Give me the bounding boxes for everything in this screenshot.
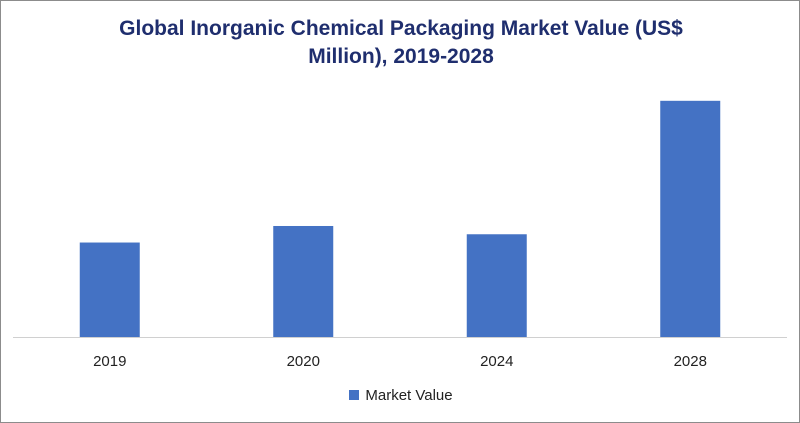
bar-2019 [79,242,140,337]
x-tick-label-2028: 2028 [674,353,707,370]
chart-title: Global Inorganic Chemical Packaging Mark… [1,15,800,71]
x-tick-label-2024: 2024 [480,353,513,370]
x-tick-label-2019: 2019 [93,353,126,370]
bar-2028 [660,100,721,337]
bar-2024 [466,234,527,337]
x-tick-label-2020: 2020 [287,353,320,370]
bar-2020 [273,225,334,337]
legend: Market Value [1,387,800,404]
legend-swatch [349,390,360,400]
chart-title-line-1: Global Inorganic Chemical Packaging Mark… [119,17,683,40]
legend-label: Market Value [365,387,453,404]
chart-title-line-2: Million), 2019-2028 [308,45,494,68]
